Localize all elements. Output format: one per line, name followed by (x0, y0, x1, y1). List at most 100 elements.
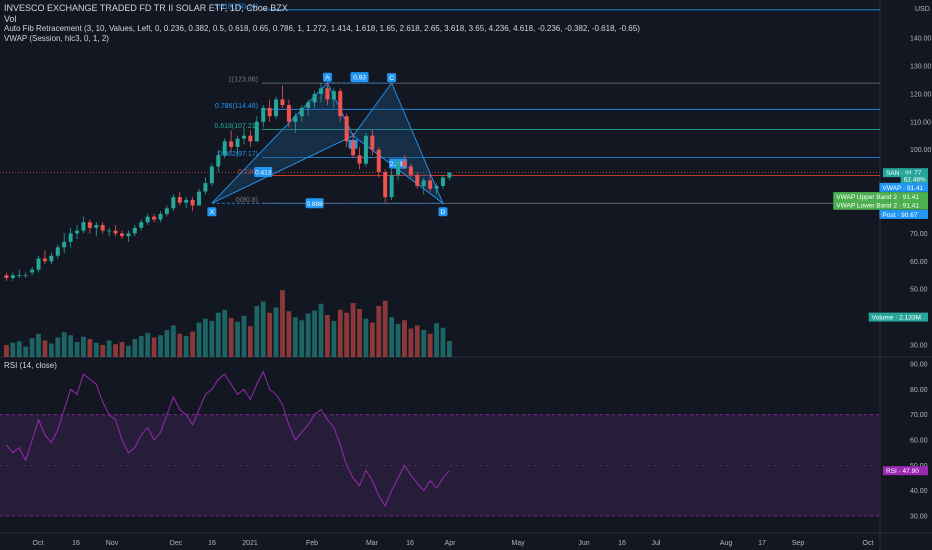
price-tag-bg (879, 182, 928, 192)
price-tag-label: SAN · 91.77 (886, 170, 922, 177)
price-tag-bg (879, 209, 928, 219)
candle-body (30, 269, 35, 273)
fib-level-label: 0.618(107.21) (214, 123, 258, 130)
volume-bar (292, 317, 298, 357)
legend-fib[interactable]: Auto Fib Retracement (3, 10, Values, Lef… (4, 24, 640, 33)
candle-body (254, 121, 259, 142)
rsi-line (6, 370, 450, 507)
candle-body (100, 225, 105, 231)
rsi-band (0, 414, 880, 517)
candle-body (119, 233, 124, 237)
volume-bar (312, 310, 317, 357)
volume-bar (164, 330, 170, 357)
pattern-point-badge (387, 73, 397, 83)
time-tick-label: Dec (170, 540, 183, 547)
volume-bar (395, 324, 401, 357)
candle-body (325, 88, 330, 100)
price-tag-label: VWAP Lower Band 2 · 91.41 (836, 203, 919, 210)
candle-body (261, 107, 266, 122)
price-tag-bg (882, 168, 928, 178)
candle-body (338, 91, 343, 117)
volume-bar (23, 346, 29, 357)
volume-bar (440, 327, 446, 357)
volume-bar (369, 322, 375, 357)
pattern-ratio-badge (350, 72, 369, 83)
candle-body (241, 135, 246, 139)
candle-body (306, 102, 311, 108)
volume-bar (427, 333, 433, 357)
volume-bar (350, 303, 356, 357)
legend-vwap[interactable]: VWAP (Session, hlc3, 0, 1, 2) (4, 34, 109, 43)
candle-body (421, 180, 426, 186)
candle-body (107, 230, 112, 232)
volume-bar (4, 345, 9, 357)
candle-body (158, 213, 163, 220)
volume-bar (100, 345, 106, 357)
price-tag-bg (868, 312, 928, 322)
pattern-ratio-label: 0.888 (306, 201, 323, 208)
volume-bars (4, 290, 452, 357)
candle-body (216, 155, 221, 167)
time-tick-label: Oct (33, 540, 44, 547)
volume-bar (267, 312, 273, 357)
volume-bar (48, 343, 54, 357)
time-tick-label: 16 (618, 540, 626, 547)
time-tick-label: Mar (366, 540, 379, 547)
rsi-tick-label: 30.00 (910, 514, 928, 521)
candle-body (389, 174, 394, 198)
candle-body (312, 93, 317, 103)
chart-title[interactable]: INVESCO EXCHANGE TRADED FD TR II SOLAR E… (4, 3, 288, 13)
fib-level-label: 0(80.8) (236, 197, 258, 204)
time-tick-label: Jun (578, 540, 589, 547)
price-tick-label: 50.00 (910, 287, 928, 294)
candle-body (286, 105, 291, 122)
candle-body (4, 275, 9, 279)
harmonic-pattern: XABCD0.930.4132.2370.888 (207, 72, 448, 217)
volume-bar (318, 303, 324, 357)
volume-bar (81, 336, 86, 357)
candle-body (177, 197, 182, 203)
candle-body (299, 107, 304, 117)
volume-bar (434, 323, 439, 357)
volume-bar (183, 336, 189, 357)
fib-level-label: 1.618(150.14) (214, 3, 258, 10)
candle-body (81, 222, 86, 231)
volume-bar (196, 322, 202, 357)
price-tag-label: VWAP Upper Band 2 · 91.41 (836, 194, 919, 201)
volume-bar (382, 300, 388, 357)
volume-bar (16, 341, 22, 357)
volume-bar (55, 337, 61, 357)
price-tag-bg (833, 192, 928, 202)
pattern-ratio-badge (254, 167, 273, 178)
candle-body (49, 255, 54, 262)
pattern-ratio-badge (305, 198, 324, 209)
legend-vol[interactable]: Vol (4, 14, 17, 24)
legend-rsi[interactable]: RSI (14, close) (4, 361, 57, 370)
candle-body (113, 230, 118, 234)
candle-body (184, 199, 189, 203)
candle-body (87, 222, 92, 228)
volume-bar (87, 339, 93, 357)
volume-bar (228, 318, 234, 357)
candle-body (363, 135, 368, 164)
candle-body (331, 91, 336, 100)
price-tag-label: VWAP · 91.41 (882, 185, 923, 192)
pattern-point-label: X (210, 209, 215, 216)
volume-bar (357, 309, 362, 357)
volume-bar (363, 318, 369, 357)
rsi-tick-label: 40.00 (910, 488, 928, 495)
rsi-tick-label: 90.00 (910, 362, 928, 369)
time-tick-label: 17 (758, 540, 766, 547)
price-tag-label: Volume · 2.133M (872, 315, 921, 322)
candle-body (55, 247, 60, 256)
candle-body (152, 216, 157, 220)
rsi-tick-label: 80.00 (910, 387, 928, 394)
volume-bar (325, 315, 330, 357)
time-tick-label: Oct (863, 540, 874, 547)
price-tag-bg (900, 174, 928, 184)
candle-body (383, 172, 388, 198)
price-tick-label: 120.00 (910, 91, 932, 98)
candle-body (274, 99, 279, 117)
